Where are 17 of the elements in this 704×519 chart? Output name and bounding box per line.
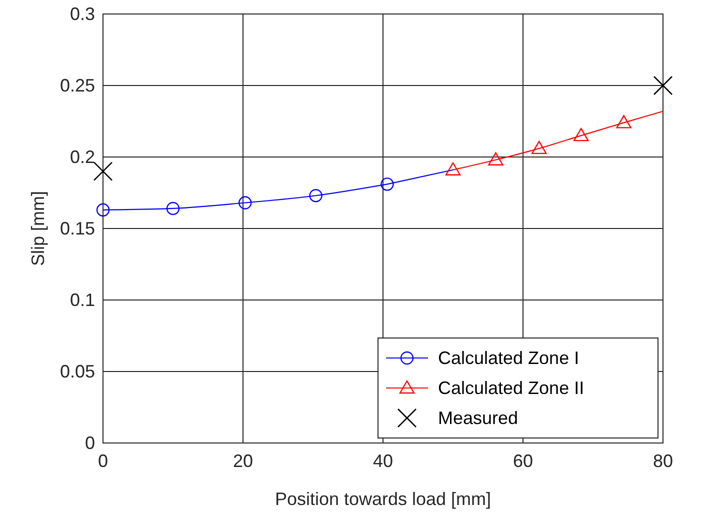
x-tick-label: 40 (372, 451, 394, 471)
y-tick-label: 0.25 (60, 76, 95, 96)
y-tick-label: 0.15 (60, 218, 95, 238)
y-tick-label: 0.1 (70, 290, 95, 310)
legend-label: Calculated Zone II (438, 378, 584, 398)
y-tick-label: 0 (84, 433, 95, 453)
x-axis-title: Position towards load [mm] (274, 489, 492, 509)
y-axis-title: Slip [mm] (28, 190, 48, 266)
y-tick-label: 0.3 (70, 4, 95, 24)
x-tick-label: 60 (512, 451, 534, 471)
legend-label: Calculated Zone I (438, 348, 580, 368)
x-tick-label: 0 (98, 451, 108, 471)
y-tick-label: 0.05 (60, 362, 95, 382)
x-tick-label: 80 (652, 451, 674, 471)
x-tick-label: 20 (232, 451, 254, 471)
legend-label: Measured (438, 408, 518, 428)
y-tick-label: 0.2 (70, 147, 95, 167)
